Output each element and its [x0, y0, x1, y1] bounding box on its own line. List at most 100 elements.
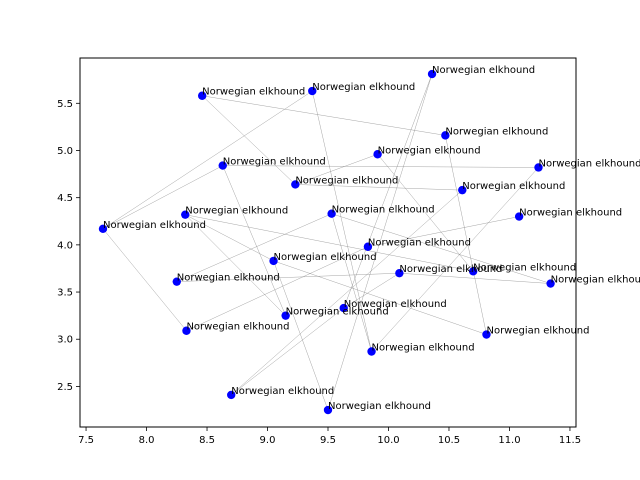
x-tick-label-4: 9.5 — [320, 435, 336, 446]
point-label-21: Norwegian elkhound — [473, 262, 576, 273]
edge-line-12 — [222, 165, 539, 168]
point-label-22: Norwegian elkhound — [486, 326, 589, 337]
data-point-24 — [534, 163, 543, 172]
point-label-20: Norwegian elkhound — [462, 181, 565, 192]
edge-line-14 — [231, 189, 463, 396]
edge-line-0 — [102, 228, 187, 331]
x-tick-label-2: 8.5 — [199, 435, 215, 446]
point-label-2: Norwegian elkhound — [185, 206, 288, 217]
x-axis: 7.5 8.0 8.5 9.0 9.5 10.0 10.5 11.0 11.5 — [78, 427, 581, 446]
edge-line-4 — [176, 272, 400, 282]
y-tick-label-4: 4.5 — [57, 193, 73, 204]
data-point-10 — [308, 86, 317, 96]
point-label-14: Norwegian elkhound — [368, 238, 471, 249]
edge-line-8 — [186, 246, 369, 331]
x-tick-label-3: 9.0 — [260, 435, 276, 446]
data-point-25 — [546, 279, 555, 288]
data-point-19 — [441, 131, 450, 140]
edge-line-18 — [295, 154, 378, 185]
point-label-0: Norwegian elkhound — [103, 220, 206, 231]
point-label-12: Norwegian elkhound — [332, 205, 435, 216]
data-point-12 — [327, 209, 336, 218]
edge-line-10 — [202, 95, 446, 136]
data-point-22 — [482, 330, 491, 339]
y-tick-label-6: 5.5 — [57, 99, 73, 110]
point-label-9: Norwegian elkhound — [295, 175, 398, 186]
data-point-11 — [323, 405, 333, 415]
data-point-0 — [98, 224, 108, 234]
y-tick-label-2: 3.5 — [57, 288, 73, 299]
point-label-5: Norwegian elkhound — [223, 157, 326, 168]
point-label-3: Norwegian elkhound — [186, 322, 289, 333]
x-tick-label-5: 10.0 — [377, 435, 399, 446]
point-label-1: Norwegian elkhound — [177, 273, 280, 284]
data-point-2 — [181, 210, 190, 219]
data-point-21 — [468, 267, 478, 276]
data-point-3 — [182, 326, 191, 335]
edges-layer — [102, 73, 551, 411]
x-tick-label-1: 8.0 — [139, 435, 155, 446]
data-point-17 — [395, 268, 404, 278]
edge-line-29 — [445, 135, 487, 335]
edge-line-22 — [331, 213, 372, 352]
y-tick-label-1: 3.0 — [57, 335, 73, 346]
y-axis: 2.5 3.0 3.5 4.0 4.5 5.0 5.5 — [57, 99, 80, 393]
edge-line-19 — [312, 90, 372, 352]
edge-line-6 — [185, 214, 286, 316]
edge-line-25 — [367, 216, 520, 247]
edge-line-11 — [222, 165, 286, 316]
point-label-18: Norwegian elkhound — [432, 65, 535, 76]
point-label-13: Norwegian elkhound — [344, 299, 447, 310]
data-point-14 — [363, 242, 373, 251]
edge-line-23 — [343, 73, 433, 309]
data-point-1 — [172, 277, 181, 286]
edge-line-16 — [273, 260, 487, 335]
edge-line-21 — [331, 213, 551, 284]
edge-line-1 — [102, 165, 223, 230]
data-point-4 — [197, 91, 207, 100]
x-tick-label-7: 11.0 — [498, 435, 520, 446]
edge-line-17 — [295, 184, 463, 191]
data-point-15 — [367, 347, 376, 356]
edge-line-3 — [176, 213, 332, 282]
y-tick-label-3: 4.0 — [57, 240, 73, 251]
data-point-23 — [514, 212, 524, 221]
data-point-20 — [458, 185, 467, 195]
point-label-4: Norwegian elkhound — [202, 87, 305, 98]
point-label-19: Norwegian elkhound — [445, 126, 548, 137]
data-point-13 — [339, 303, 348, 313]
point-labels-layer: Norwegian elkhound Norwegian elkhound Norw… — [103, 65, 640, 412]
point-label-15: Norwegian elkhound — [372, 343, 475, 354]
edge-line-9 — [202, 95, 296, 185]
x-tick-label-8: 11.5 — [559, 435, 581, 446]
data-point-7 — [269, 256, 278, 266]
edge-line-5 — [185, 214, 274, 262]
data-point-16 — [373, 150, 382, 159]
y-tick-label-5: 5.0 — [57, 146, 73, 157]
edge-line-7 — [185, 214, 474, 272]
edge-line-27 — [377, 154, 474, 272]
point-label-24: Norwegian elkhound — [538, 158, 640, 169]
edge-line-24 — [343, 272, 400, 309]
data-point-8 — [281, 311, 290, 320]
data-point-18 — [427, 69, 437, 79]
data-point-5 — [218, 161, 227, 170]
point-label-25: Norwegian elkhound — [551, 275, 640, 286]
x-tick-label-0: 7.5 — [78, 435, 94, 446]
point-label-7: Norwegian elkhound — [274, 252, 377, 263]
point-label-23: Norwegian elkhound — [519, 208, 622, 219]
edge-line-20 — [327, 73, 433, 411]
data-point-9 — [291, 180, 300, 189]
x-tick-label-6: 10.5 — [438, 435, 460, 446]
point-label-17: Norwegian elkhound — [399, 264, 502, 275]
data-point-6 — [227, 390, 236, 400]
edge-line-2 — [102, 90, 313, 230]
y-tick-label-0: 2.5 — [57, 382, 73, 393]
point-label-6: Norwegian elkhound — [231, 386, 334, 397]
point-label-10: Norwegian elkhound — [312, 82, 415, 93]
edge-line-15 — [273, 260, 329, 411]
edge-line-13 — [231, 307, 344, 396]
edge-line-26 — [371, 167, 539, 352]
points-layer — [98, 69, 555, 415]
